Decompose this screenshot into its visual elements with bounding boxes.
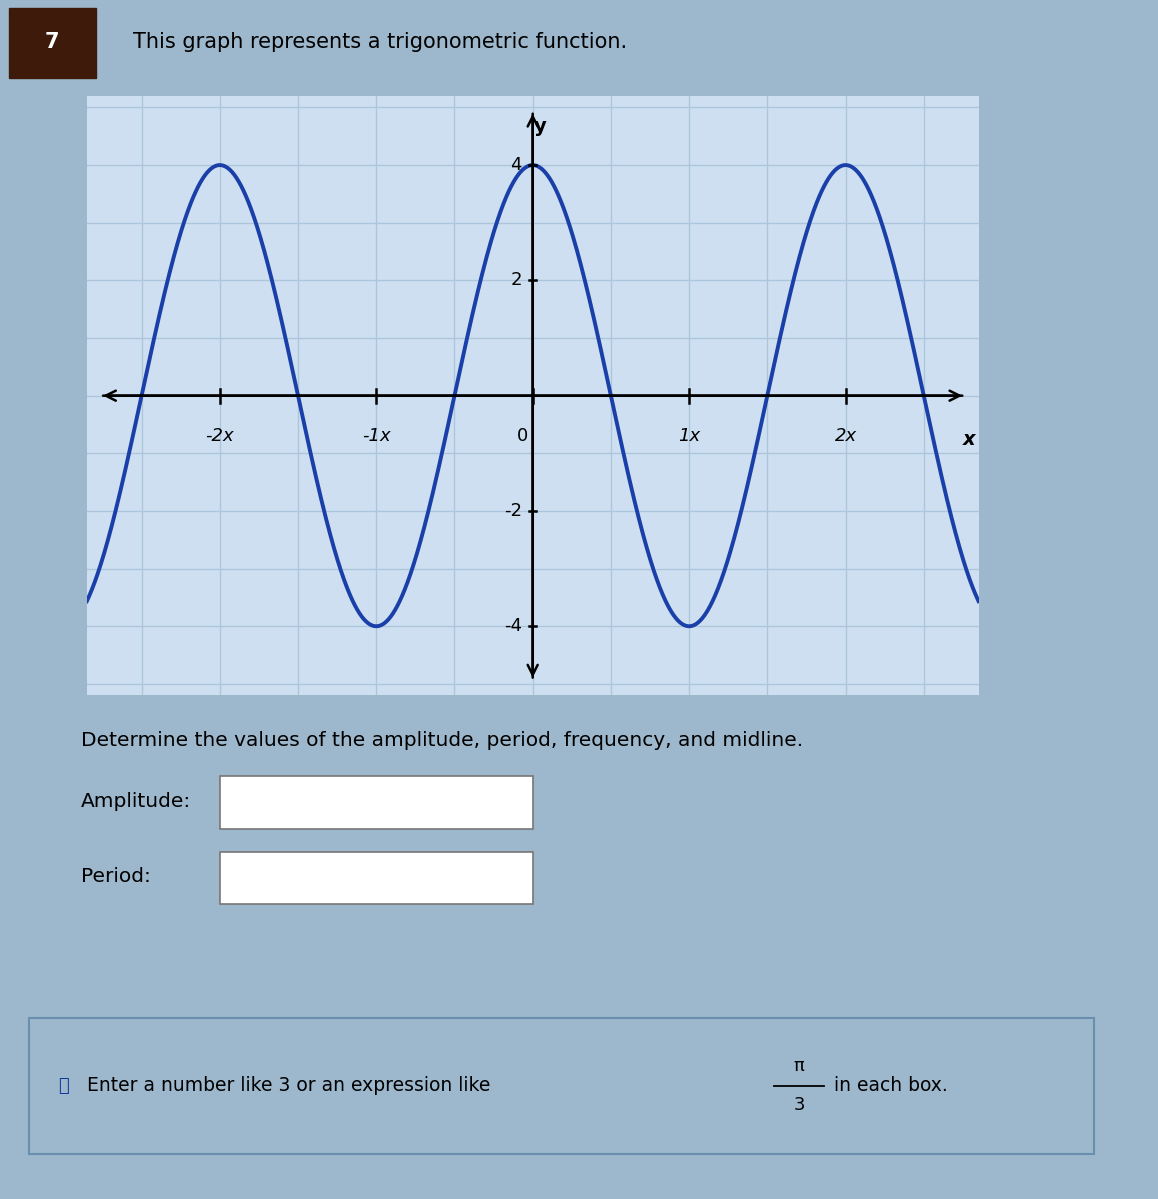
Text: 3: 3	[793, 1096, 805, 1114]
Text: -4: -4	[504, 617, 522, 635]
Text: π: π	[793, 1056, 805, 1074]
Text: x: x	[963, 430, 975, 450]
Text: in each box.: in each box.	[834, 1077, 947, 1095]
FancyBboxPatch shape	[220, 851, 533, 904]
Text: This graph represents a trigonometric function.: This graph represents a trigonometric fu…	[133, 32, 628, 52]
Text: Period:: Period:	[81, 867, 151, 886]
Text: Determine the values of the amplitude, period, frequency, and midline.: Determine the values of the amplitude, p…	[81, 730, 804, 749]
Text: Amplitude:: Amplitude:	[81, 791, 191, 811]
Text: y: y	[534, 118, 547, 135]
Text: -2x: -2x	[205, 427, 234, 445]
FancyBboxPatch shape	[220, 776, 533, 829]
Text: 1x: 1x	[679, 427, 701, 445]
FancyBboxPatch shape	[29, 1018, 1094, 1153]
Text: Enter a number like 3 or an expression like: Enter a number like 3 or an expression l…	[87, 1077, 490, 1095]
FancyBboxPatch shape	[9, 7, 96, 78]
Text: 7: 7	[45, 32, 59, 52]
Text: -1x: -1x	[362, 427, 390, 445]
Text: 2: 2	[511, 271, 522, 289]
Text: -2: -2	[504, 502, 522, 520]
Text: ⓘ: ⓘ	[58, 1077, 69, 1095]
Text: 4: 4	[511, 156, 522, 174]
Text: 0: 0	[516, 427, 528, 445]
Text: 2x: 2x	[835, 427, 857, 445]
